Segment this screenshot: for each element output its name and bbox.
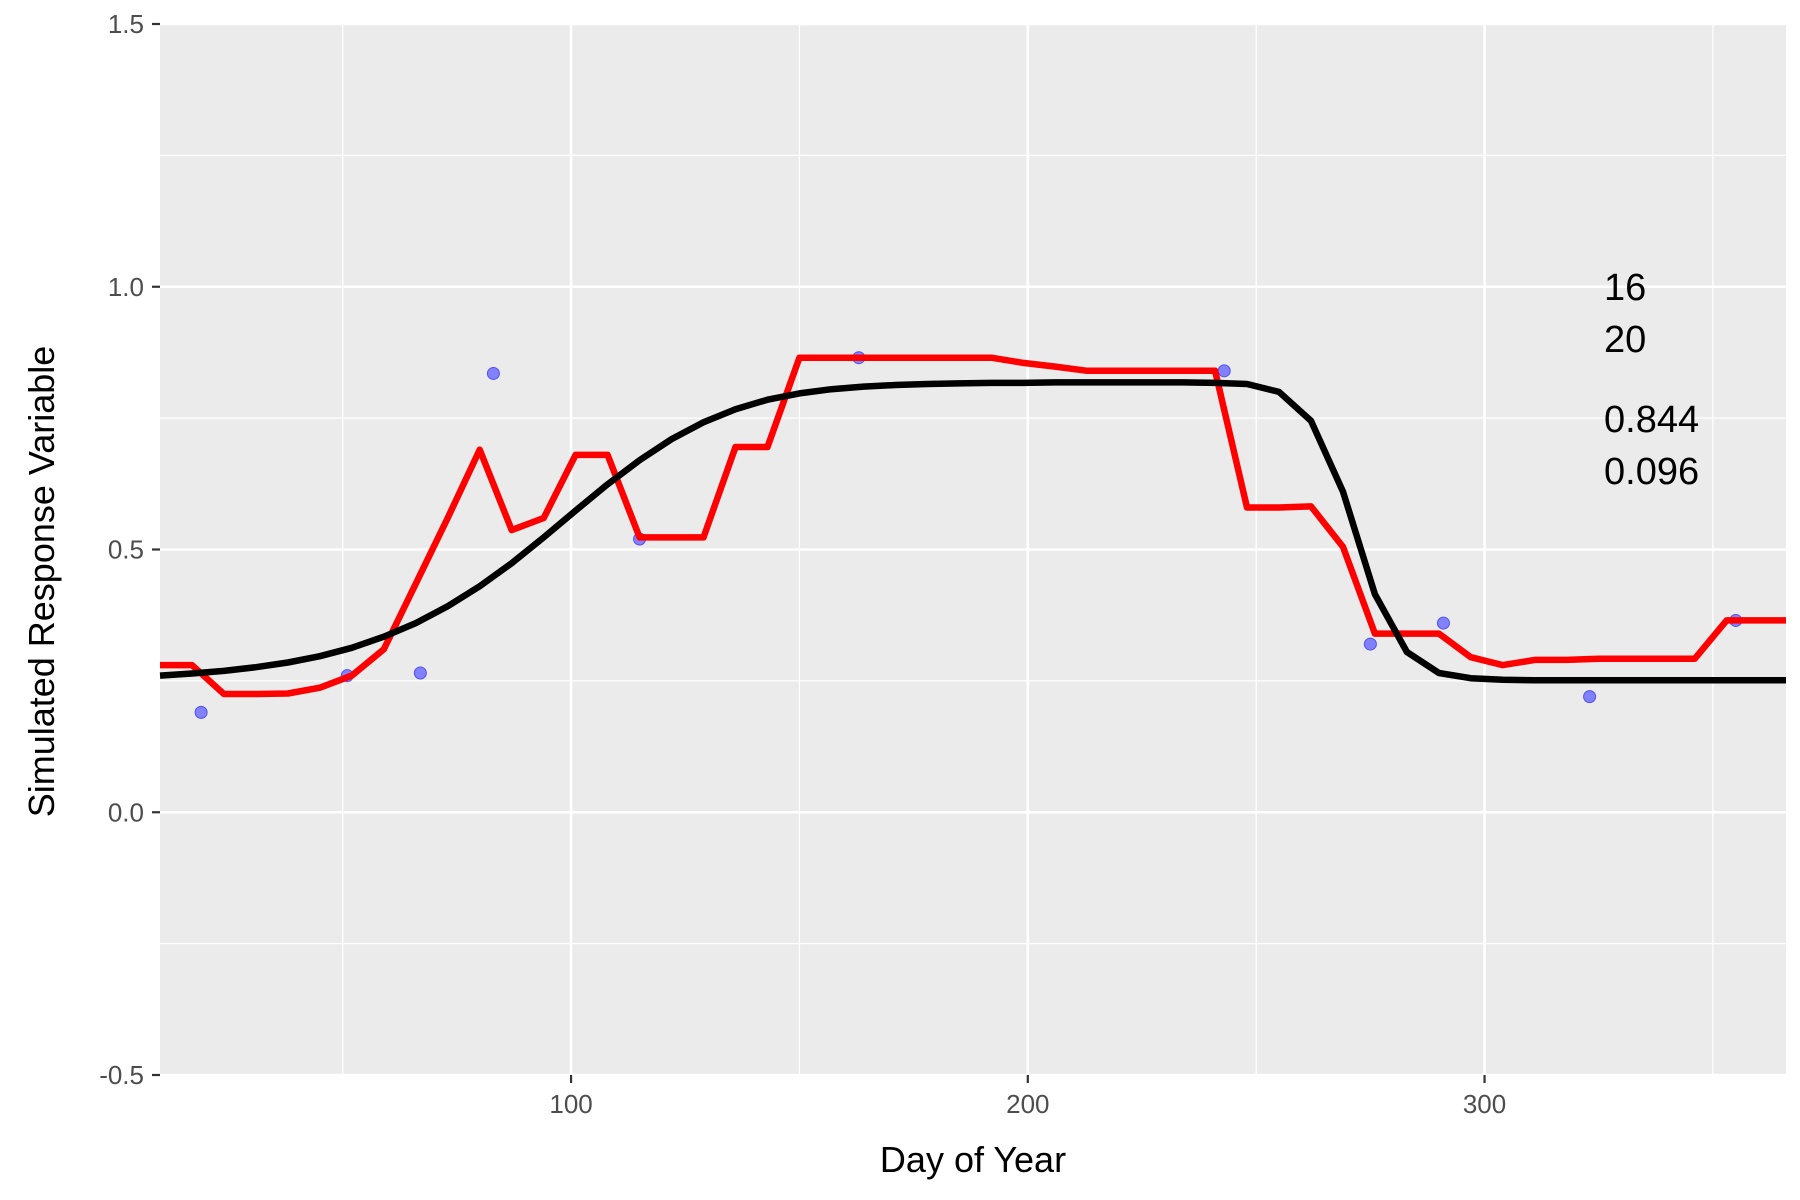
y-tick-label: 0.0 xyxy=(108,797,144,827)
annotation-text: 16 xyxy=(1604,267,1646,309)
annotation-text: 0.096 xyxy=(1604,451,1699,493)
series-line-black xyxy=(159,379,1786,684)
data-point xyxy=(486,366,500,380)
y-tick-label: 0.5 xyxy=(108,535,144,565)
x-tick-label: 200 xyxy=(1006,1089,1049,1119)
annotation-text: 20 xyxy=(1604,319,1646,361)
series-line-red xyxy=(160,354,1786,698)
data-point xyxy=(1363,637,1377,651)
annotations: 16 20 0.844 0.096 xyxy=(1604,267,1699,493)
x-tick-label: 100 xyxy=(549,1089,592,1119)
y-tick-label: 1.5 xyxy=(108,9,144,39)
data-point xyxy=(194,705,208,719)
data-point xyxy=(1217,364,1231,378)
annotation-text: 0.844 xyxy=(1604,399,1699,441)
y-axis: -0.5 0.0 0.5 1.0 1.5 xyxy=(99,9,160,1090)
y-tick-label: -0.5 xyxy=(99,1060,144,1090)
data-point xyxy=(413,666,427,680)
data-point xyxy=(1583,690,1597,704)
y-tick-label: 1.0 xyxy=(108,272,144,302)
x-axis: 100 200 300 xyxy=(549,1075,1506,1119)
y-axis-title: Simulated Response Variable xyxy=(21,346,62,818)
x-axis-title: Day of Year xyxy=(880,1139,1066,1180)
x-tick-label: 300 xyxy=(1463,1089,1506,1119)
data-point xyxy=(1436,616,1450,630)
series-lines xyxy=(159,354,1786,698)
major-gridlines xyxy=(160,22,1786,1077)
